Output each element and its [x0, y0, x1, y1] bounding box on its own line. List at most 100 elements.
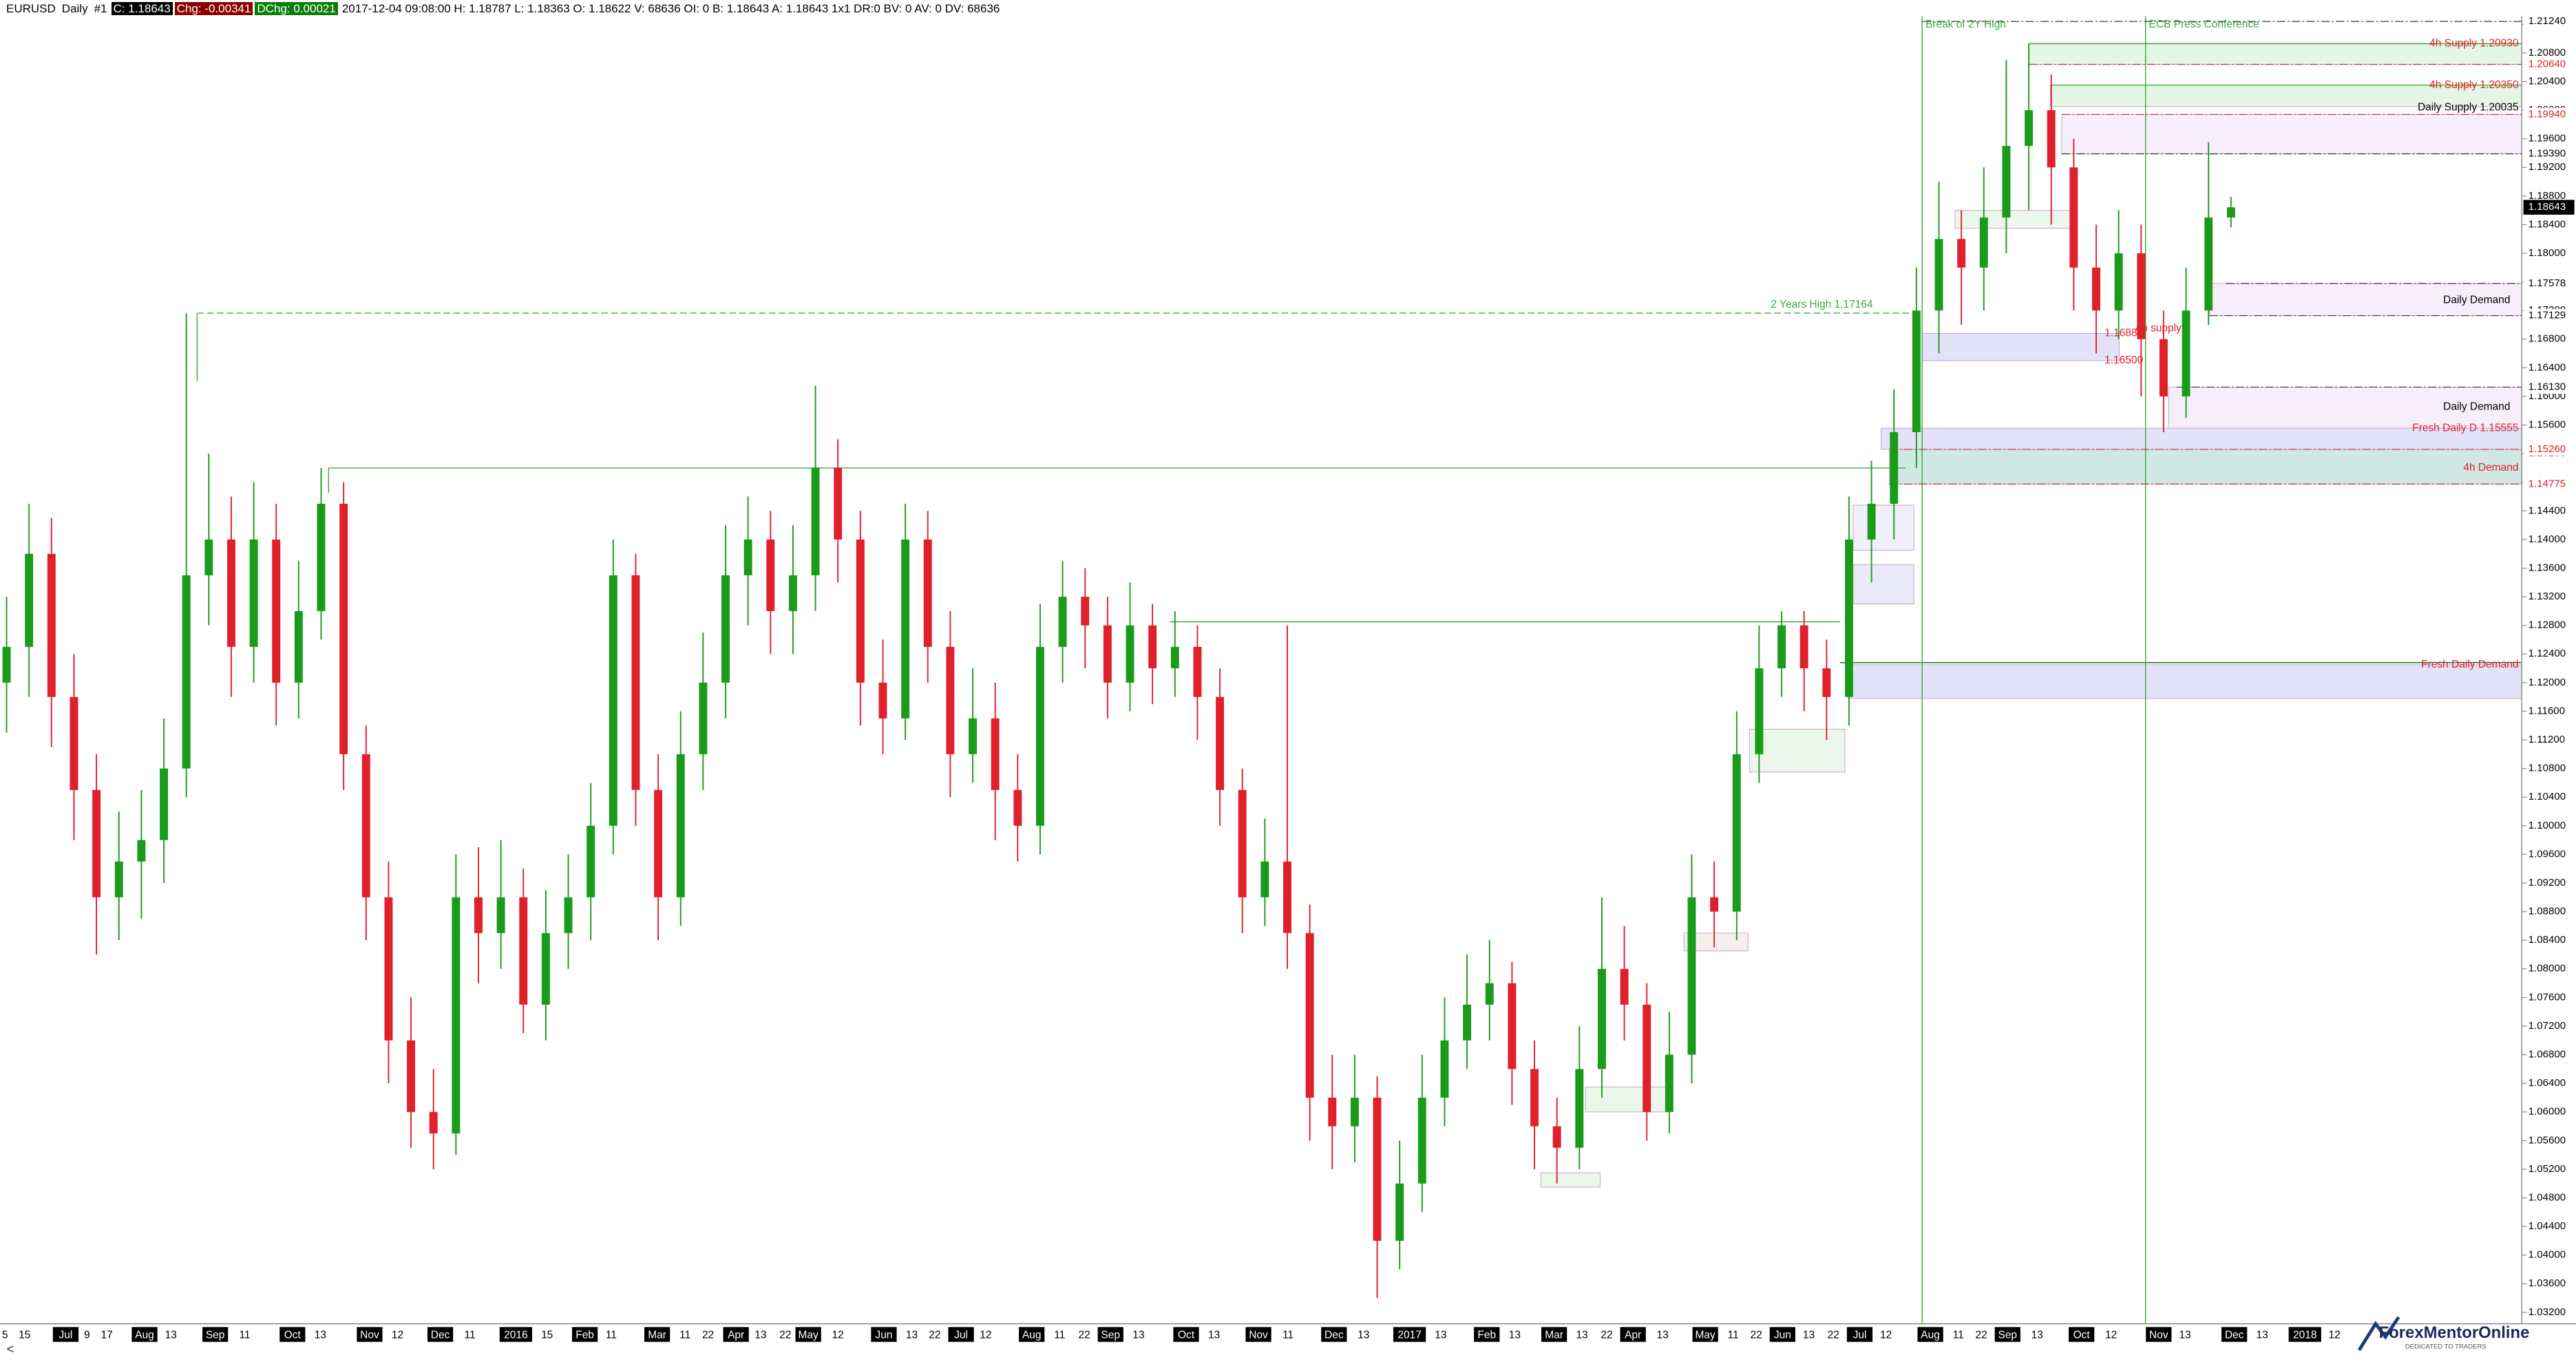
candle-body: [923, 539, 932, 647]
price-level-label: 1.17129: [2529, 310, 2566, 321]
x-tick-label: 12: [2329, 1329, 2341, 1341]
candle-body: [564, 897, 573, 933]
x-tick-label: 13: [1358, 1329, 1369, 1341]
y-tick-label: 1.09600: [2529, 848, 2566, 860]
candle-body: [609, 575, 617, 826]
x-tick-highlight: [723, 1327, 749, 1342]
candle-body: [699, 682, 708, 754]
x-tick-label: 11: [679, 1329, 690, 1341]
y-tick-label: 1.12000: [2529, 677, 2566, 688]
candle-body: [1934, 239, 1943, 311]
candle-body: [1170, 646, 1179, 669]
zone: [1852, 504, 1914, 551]
x-tick-label: 12: [2105, 1329, 2117, 1341]
candle-body: [429, 1111, 438, 1134]
candle-body: [1440, 1040, 1449, 1098]
y-tick-label: 1.13600: [2529, 562, 2566, 573]
y-tick-label: 1.07200: [2529, 1020, 2566, 1032]
x-tick-label: Jul: [59, 1329, 73, 1341]
candle-body: [474, 897, 483, 933]
y-tick-label: 1.10800: [2529, 763, 2566, 774]
x-tick-highlight: [1173, 1327, 1199, 1342]
y-tick-label: 1.08800: [2529, 906, 2566, 917]
x-tick-label: 11: [1953, 1329, 1964, 1341]
candle-body: [1799, 625, 1808, 669]
logo-text: ForexMentorOnline: [2379, 1323, 2530, 1342]
candle-body: [1890, 432, 1899, 504]
x-tick-highlight: [1917, 1327, 1943, 1342]
candle-body: [2069, 167, 2078, 268]
x-tick-label: Dec: [431, 1329, 450, 1341]
candle-body: [384, 897, 393, 1041]
candle-body: [182, 575, 191, 769]
x-tick-label: 13: [2257, 1329, 2268, 1341]
candle-body: [1979, 217, 1988, 268]
price-level-box: [2523, 380, 2575, 394]
price-level-box: [2523, 14, 2575, 28]
close-info: C: 1.18643: [111, 2, 173, 15]
zone: [1585, 1086, 1670, 1113]
candle-body: [541, 933, 550, 1005]
x-tick-label: Oct: [2073, 1329, 2091, 1341]
candle-body: [1665, 1054, 1674, 1112]
x-tick-label: 22: [1751, 1329, 1762, 1341]
candle-body: [901, 539, 910, 719]
x-tick-label: 13: [1208, 1329, 1220, 1341]
candle-body: [2182, 310, 2190, 396]
timeframe: Daily: [61, 2, 88, 15]
price-level-label: 1.21240: [2529, 15, 2566, 27]
x-tick-label: 12: [392, 1329, 403, 1341]
annotation: 4h Supply 1.20350: [2429, 79, 2519, 91]
annotation: 1.16880: [2104, 328, 2143, 339]
price-level-label: 1.20640: [2529, 58, 2566, 70]
candle-body: [856, 539, 865, 683]
x-tick-highlight: [202, 1327, 229, 1342]
annotation: 4h supply: [2135, 322, 2182, 334]
x-tick-highlight: [1474, 1327, 1500, 1342]
x-tick-highlight: [52, 1327, 79, 1342]
candle-body: [1777, 625, 1786, 669]
candle-body: [339, 503, 348, 754]
x-tick-label: Apr: [1625, 1329, 1641, 1341]
x-tick-label: 5: [2, 1329, 8, 1341]
y-tick-label: 1.10000: [2529, 820, 2566, 831]
y-tick-label: 1.12800: [2529, 619, 2566, 631]
candle-body: [1552, 1126, 1561, 1148]
change-info: Chg: -0.00341: [174, 2, 253, 15]
candle-body: [1126, 625, 1134, 683]
candle-body: [766, 539, 775, 611]
x-tick-label: Dec: [1324, 1329, 1344, 1341]
candle-body: [1373, 1097, 1382, 1241]
price-level-box: [2523, 107, 2575, 121]
candle-body: [1822, 668, 1831, 697]
y-tick-label: 1.06000: [2529, 1106, 2566, 1118]
candle-body: [1620, 968, 1629, 1005]
candle-body: [1643, 1004, 1651, 1112]
x-tick-highlight: [499, 1327, 532, 1342]
scroll-arrow[interactable]: <: [7, 1343, 14, 1357]
x-tick-highlight: [1541, 1327, 1567, 1342]
x-tick-label: 12: [980, 1329, 991, 1341]
x-tick-label: Jun: [875, 1329, 892, 1341]
x-tick-highlight: [1097, 1327, 1123, 1342]
candle-body: [878, 682, 887, 719]
candle-body: [25, 553, 34, 647]
x-tick-label: Aug: [135, 1329, 154, 1341]
x-tick-label: 13: [315, 1329, 326, 1341]
x-tick-label: 13: [1656, 1329, 1668, 1341]
x-tick-label: 13: [1509, 1329, 1521, 1341]
x-tick-label: Mar: [648, 1329, 666, 1341]
x-tick-label: Nov: [2149, 1329, 2168, 1341]
x-tick-label: Sep: [206, 1329, 225, 1341]
candle-body: [160, 768, 168, 840]
x-tick-highlight: [1620, 1327, 1646, 1342]
candle-body: [788, 575, 797, 611]
x-tick-highlight: [2288, 1327, 2321, 1342]
candle-body: [1395, 1183, 1404, 1241]
x-tick-label: 22: [702, 1329, 714, 1341]
candle-body: [2226, 207, 2235, 218]
x-tick-label: Apr: [728, 1329, 744, 1341]
candle-body: [452, 897, 461, 1134]
candle-body: [70, 696, 78, 790]
